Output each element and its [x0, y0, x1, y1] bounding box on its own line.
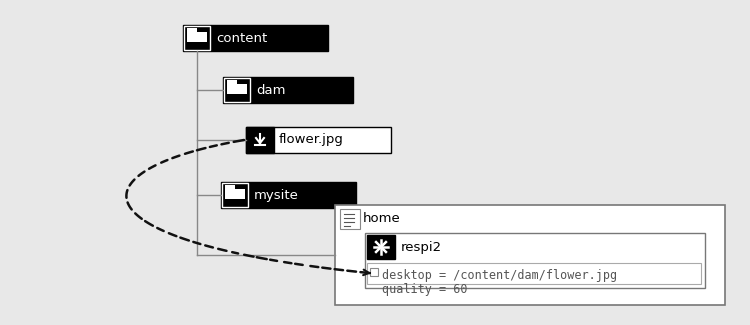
FancyBboxPatch shape	[370, 267, 378, 276]
FancyBboxPatch shape	[225, 185, 235, 189]
Text: mysite: mysite	[254, 188, 298, 202]
Text: quality = 60: quality = 60	[382, 282, 467, 295]
FancyBboxPatch shape	[184, 26, 210, 50]
FancyBboxPatch shape	[225, 189, 245, 199]
Text: flower.jpg: flower.jpg	[279, 134, 344, 147]
Text: dam: dam	[256, 84, 286, 97]
Text: content: content	[216, 32, 267, 45]
FancyBboxPatch shape	[340, 209, 360, 229]
FancyBboxPatch shape	[246, 127, 391, 153]
Text: home: home	[363, 213, 401, 226]
FancyBboxPatch shape	[365, 233, 705, 288]
FancyBboxPatch shape	[227, 84, 247, 94]
FancyBboxPatch shape	[224, 78, 250, 102]
FancyBboxPatch shape	[187, 28, 197, 32]
Text: desktop = /content/dam/flower.jpg: desktop = /content/dam/flower.jpg	[382, 268, 617, 281]
FancyBboxPatch shape	[367, 263, 701, 284]
FancyBboxPatch shape	[183, 25, 328, 51]
FancyBboxPatch shape	[223, 77, 353, 103]
Text: respi2: respi2	[401, 240, 442, 254]
FancyBboxPatch shape	[222, 183, 248, 207]
FancyBboxPatch shape	[221, 182, 356, 208]
FancyBboxPatch shape	[335, 205, 725, 305]
FancyBboxPatch shape	[227, 80, 237, 84]
FancyBboxPatch shape	[246, 127, 274, 153]
FancyBboxPatch shape	[187, 32, 207, 42]
FancyBboxPatch shape	[367, 235, 395, 259]
